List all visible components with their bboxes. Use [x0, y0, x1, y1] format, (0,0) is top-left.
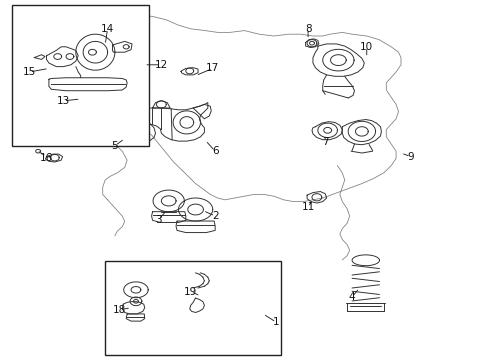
Text: 6: 6 — [211, 146, 218, 156]
Text: 4: 4 — [348, 292, 355, 302]
Text: 14: 14 — [101, 24, 114, 34]
Text: 5: 5 — [111, 141, 118, 151]
Bar — [105, 261, 281, 355]
Text: 18: 18 — [113, 305, 126, 315]
Text: 7: 7 — [321, 137, 328, 147]
Text: 11: 11 — [301, 202, 314, 212]
Text: 16: 16 — [40, 153, 53, 163]
Text: 13: 13 — [57, 96, 70, 106]
Text: 19: 19 — [183, 287, 197, 297]
Text: 2: 2 — [211, 211, 218, 221]
Text: 15: 15 — [22, 67, 36, 77]
Text: 8: 8 — [304, 24, 311, 34]
Text: 1: 1 — [272, 317, 279, 327]
Text: 9: 9 — [407, 152, 413, 162]
Text: 10: 10 — [360, 42, 372, 52]
Text: 17: 17 — [205, 63, 219, 73]
Text: 12: 12 — [154, 60, 168, 70]
Text: 3: 3 — [155, 215, 162, 225]
Bar — [12, 5, 149, 146]
